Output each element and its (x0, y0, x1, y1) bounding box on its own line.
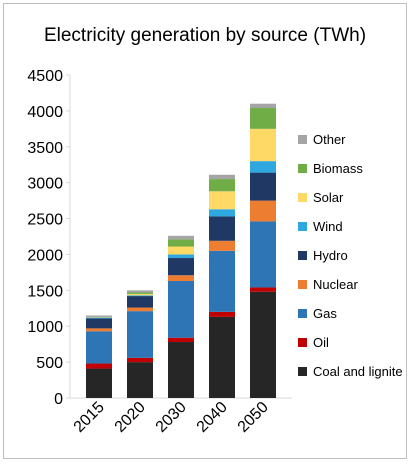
bar-segment-oil-2020 (127, 357, 153, 363)
bar-segment-gas-2040 (209, 250, 235, 312)
bar-segment-other-2020 (127, 290, 153, 293)
bar-segment-nuclear-2040 (209, 240, 235, 251)
bar-segment-wind-2040 (209, 209, 235, 217)
legend-swatch-hydro (298, 251, 307, 260)
bar-segment-biomass-2040 (209, 179, 235, 192)
bar-segment-oil-2040 (209, 311, 235, 317)
bar-segment-hydro-2050 (250, 172, 276, 201)
bar-segment-gas-2050 (250, 221, 276, 288)
bar-segment-wind-2020 (127, 295, 153, 297)
bar-segment-biomass-2030 (168, 239, 194, 247)
y-tick-label: 1500 (27, 283, 63, 300)
y-tick-label: 500 (36, 355, 63, 372)
y-tick-label: 0 (54, 391, 63, 408)
y-tick-label: 1000 (27, 319, 63, 336)
bar-segment-solar-2050 (250, 128, 276, 162)
bar-segment-coal-and-lignite-2050 (250, 291, 276, 398)
legend-label-coal-and-lignite: Coal and lignite (313, 364, 403, 379)
y-tick-label: 2500 (27, 212, 63, 229)
bar-segment-oil-2030 (168, 337, 194, 343)
bar-segment-hydro-2015 (86, 318, 112, 329)
legend-swatch-wind (298, 222, 307, 231)
y-tick-label: 3000 (27, 176, 63, 193)
legend-swatch-other (298, 135, 307, 144)
y-tick-label: 2000 (27, 247, 63, 264)
bar-segment-biomass-2020 (127, 292, 153, 294)
legend-label-other: Other (313, 132, 346, 147)
legend-label-solar: Solar (313, 190, 344, 205)
legend-label-hydro: Hydro (313, 248, 348, 263)
x-tick-label: 2030 (153, 399, 190, 436)
bar-segment-coal-and-lignite-2020 (127, 362, 153, 398)
legend-label-biomass: Biomass (313, 161, 363, 176)
legend-swatch-coal-and-lignite (298, 367, 307, 376)
y-tick-label: 4000 (27, 104, 63, 121)
legend-label-oil: Oil (313, 335, 329, 350)
bar-segment-hydro-2030 (168, 258, 194, 276)
bar-segment-hydro-2020 (127, 296, 153, 308)
bar-segment-nuclear-2015 (86, 328, 112, 332)
legend-swatch-oil (298, 338, 307, 347)
bar-segment-biomass-2050 (250, 108, 276, 129)
legend-swatch-biomass (298, 164, 307, 173)
bar-segment-coal-and-lignite-2030 (168, 342, 194, 398)
x-tick-label: 2050 (235, 399, 272, 436)
bar-segment-wind-2050 (250, 161, 276, 173)
bar-segment-other-2030 (168, 235, 194, 240)
bar-segment-other-2015 (86, 315, 112, 317)
legend-label-wind: Wind (313, 219, 343, 234)
legend-swatch-solar (298, 193, 307, 202)
bar-segment-gas-2030 (168, 281, 194, 338)
bar-segment-solar-2030 (168, 246, 194, 255)
bars (86, 103, 276, 398)
y-tick-label: 4500 (27, 68, 63, 85)
y-axis: 0 500 1000 1500 2000 2500 3000 3500 4000 4500 (27, 68, 71, 408)
bar-segment-oil-2015 (86, 363, 112, 369)
x-tick-label: 2020 (112, 399, 149, 436)
bar-segment-solar-2040 (209, 191, 235, 210)
x-axis: 2015 2020 2030 2040 2050 (70, 397, 292, 436)
bar-segment-solar-2020 (127, 293, 153, 296)
x-tick-label: 2015 (71, 399, 108, 436)
legend-label-gas: Gas (313, 306, 337, 321)
legend: Other Biomass Solar Wind Hydro Nuclear Gas Oil C… (298, 132, 403, 379)
bar-segment-nuclear-2030 (168, 275, 194, 282)
bar-segment-gas-2020 (127, 311, 153, 358)
bar-segment-nuclear-2020 (127, 307, 153, 312)
chart-title: Electricity generation by source (TWh) (44, 25, 366, 46)
bar-segment-gas-2015 (86, 331, 112, 364)
bar-segment-coal-and-lignite-2040 (209, 316, 235, 398)
legend-label-nuclear: Nuclear (313, 277, 358, 292)
bar-segment-other-2050 (250, 103, 276, 109)
bar-segment-coal-and-lignite-2015 (86, 368, 112, 398)
legend-swatch-nuclear (298, 280, 307, 289)
y-tick-label: 3500 (27, 140, 63, 157)
bar-segment-hydro-2040 (209, 216, 235, 241)
legend-swatch-gas (298, 309, 307, 318)
bar-segment-oil-2050 (250, 287, 276, 292)
bar-segment-wind-2030 (168, 254, 194, 259)
x-tick-label: 2040 (194, 399, 231, 436)
bar-segment-nuclear-2050 (250, 200, 276, 222)
bar-segment-other-2040 (209, 174, 235, 180)
bar-segment-wind-2015 (86, 317, 112, 319)
